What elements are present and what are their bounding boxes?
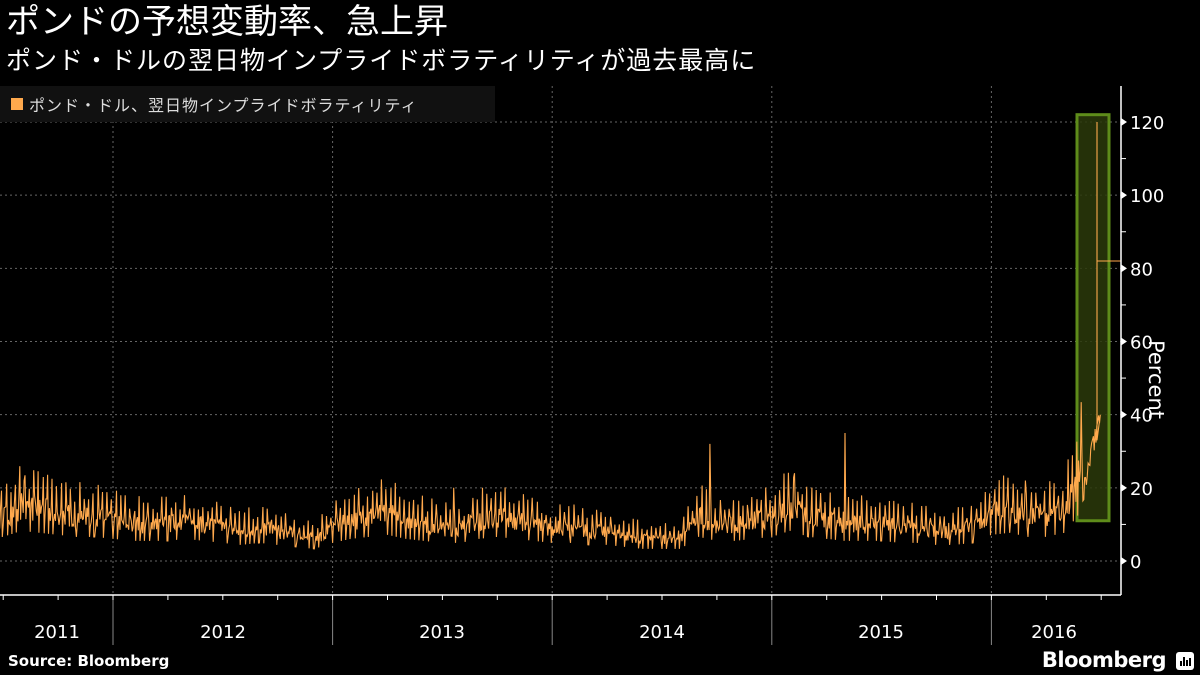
axes: 0 20 40 60 80 100 120 bbox=[0, 86, 1164, 645]
svg-text:20: 20 bbox=[1130, 479, 1153, 500]
legend-label: ポンド・ドル、翌日物インプライドボラティリティ bbox=[29, 96, 418, 115]
legend: ポンド・ドル、翌日物インプライドボラティリティ bbox=[0, 86, 495, 122]
x-tick-label-2012: 2012 bbox=[200, 622, 246, 643]
source-note: Source: Bloomberg bbox=[8, 652, 170, 670]
bar-chart-icon bbox=[1176, 652, 1194, 670]
svg-text:120: 120 bbox=[1130, 113, 1164, 134]
svg-text:0: 0 bbox=[1130, 552, 1141, 573]
legend-swatch bbox=[11, 98, 23, 110]
x-tick-label-2015: 2015 bbox=[858, 622, 904, 643]
x-tick-label-2014: 2014 bbox=[639, 622, 685, 643]
y-axis-label: Percent bbox=[1144, 340, 1168, 420]
svg-text:100: 100 bbox=[1130, 186, 1164, 207]
volatility-series-line bbox=[0, 122, 1121, 550]
chart-title: ポンドの予想変動率、急上昇 bbox=[6, 2, 448, 42]
x-tick-label-2011: 2011 bbox=[34, 622, 80, 643]
x-tick-label-2013: 2013 bbox=[419, 622, 465, 643]
chart-subtitle: ポンド・ドルの翌日物インプライドボラティリティが過去最高に bbox=[6, 46, 757, 75]
svg-text:40: 40 bbox=[1130, 406, 1153, 427]
bloomberg-logo: Bloomberg bbox=[1041, 648, 1167, 672]
svg-text:80: 80 bbox=[1130, 259, 1153, 280]
gridlines bbox=[0, 86, 1121, 595]
svg-text:60: 60 bbox=[1130, 333, 1153, 354]
x-tick-label-2016: 2016 bbox=[1031, 622, 1077, 643]
